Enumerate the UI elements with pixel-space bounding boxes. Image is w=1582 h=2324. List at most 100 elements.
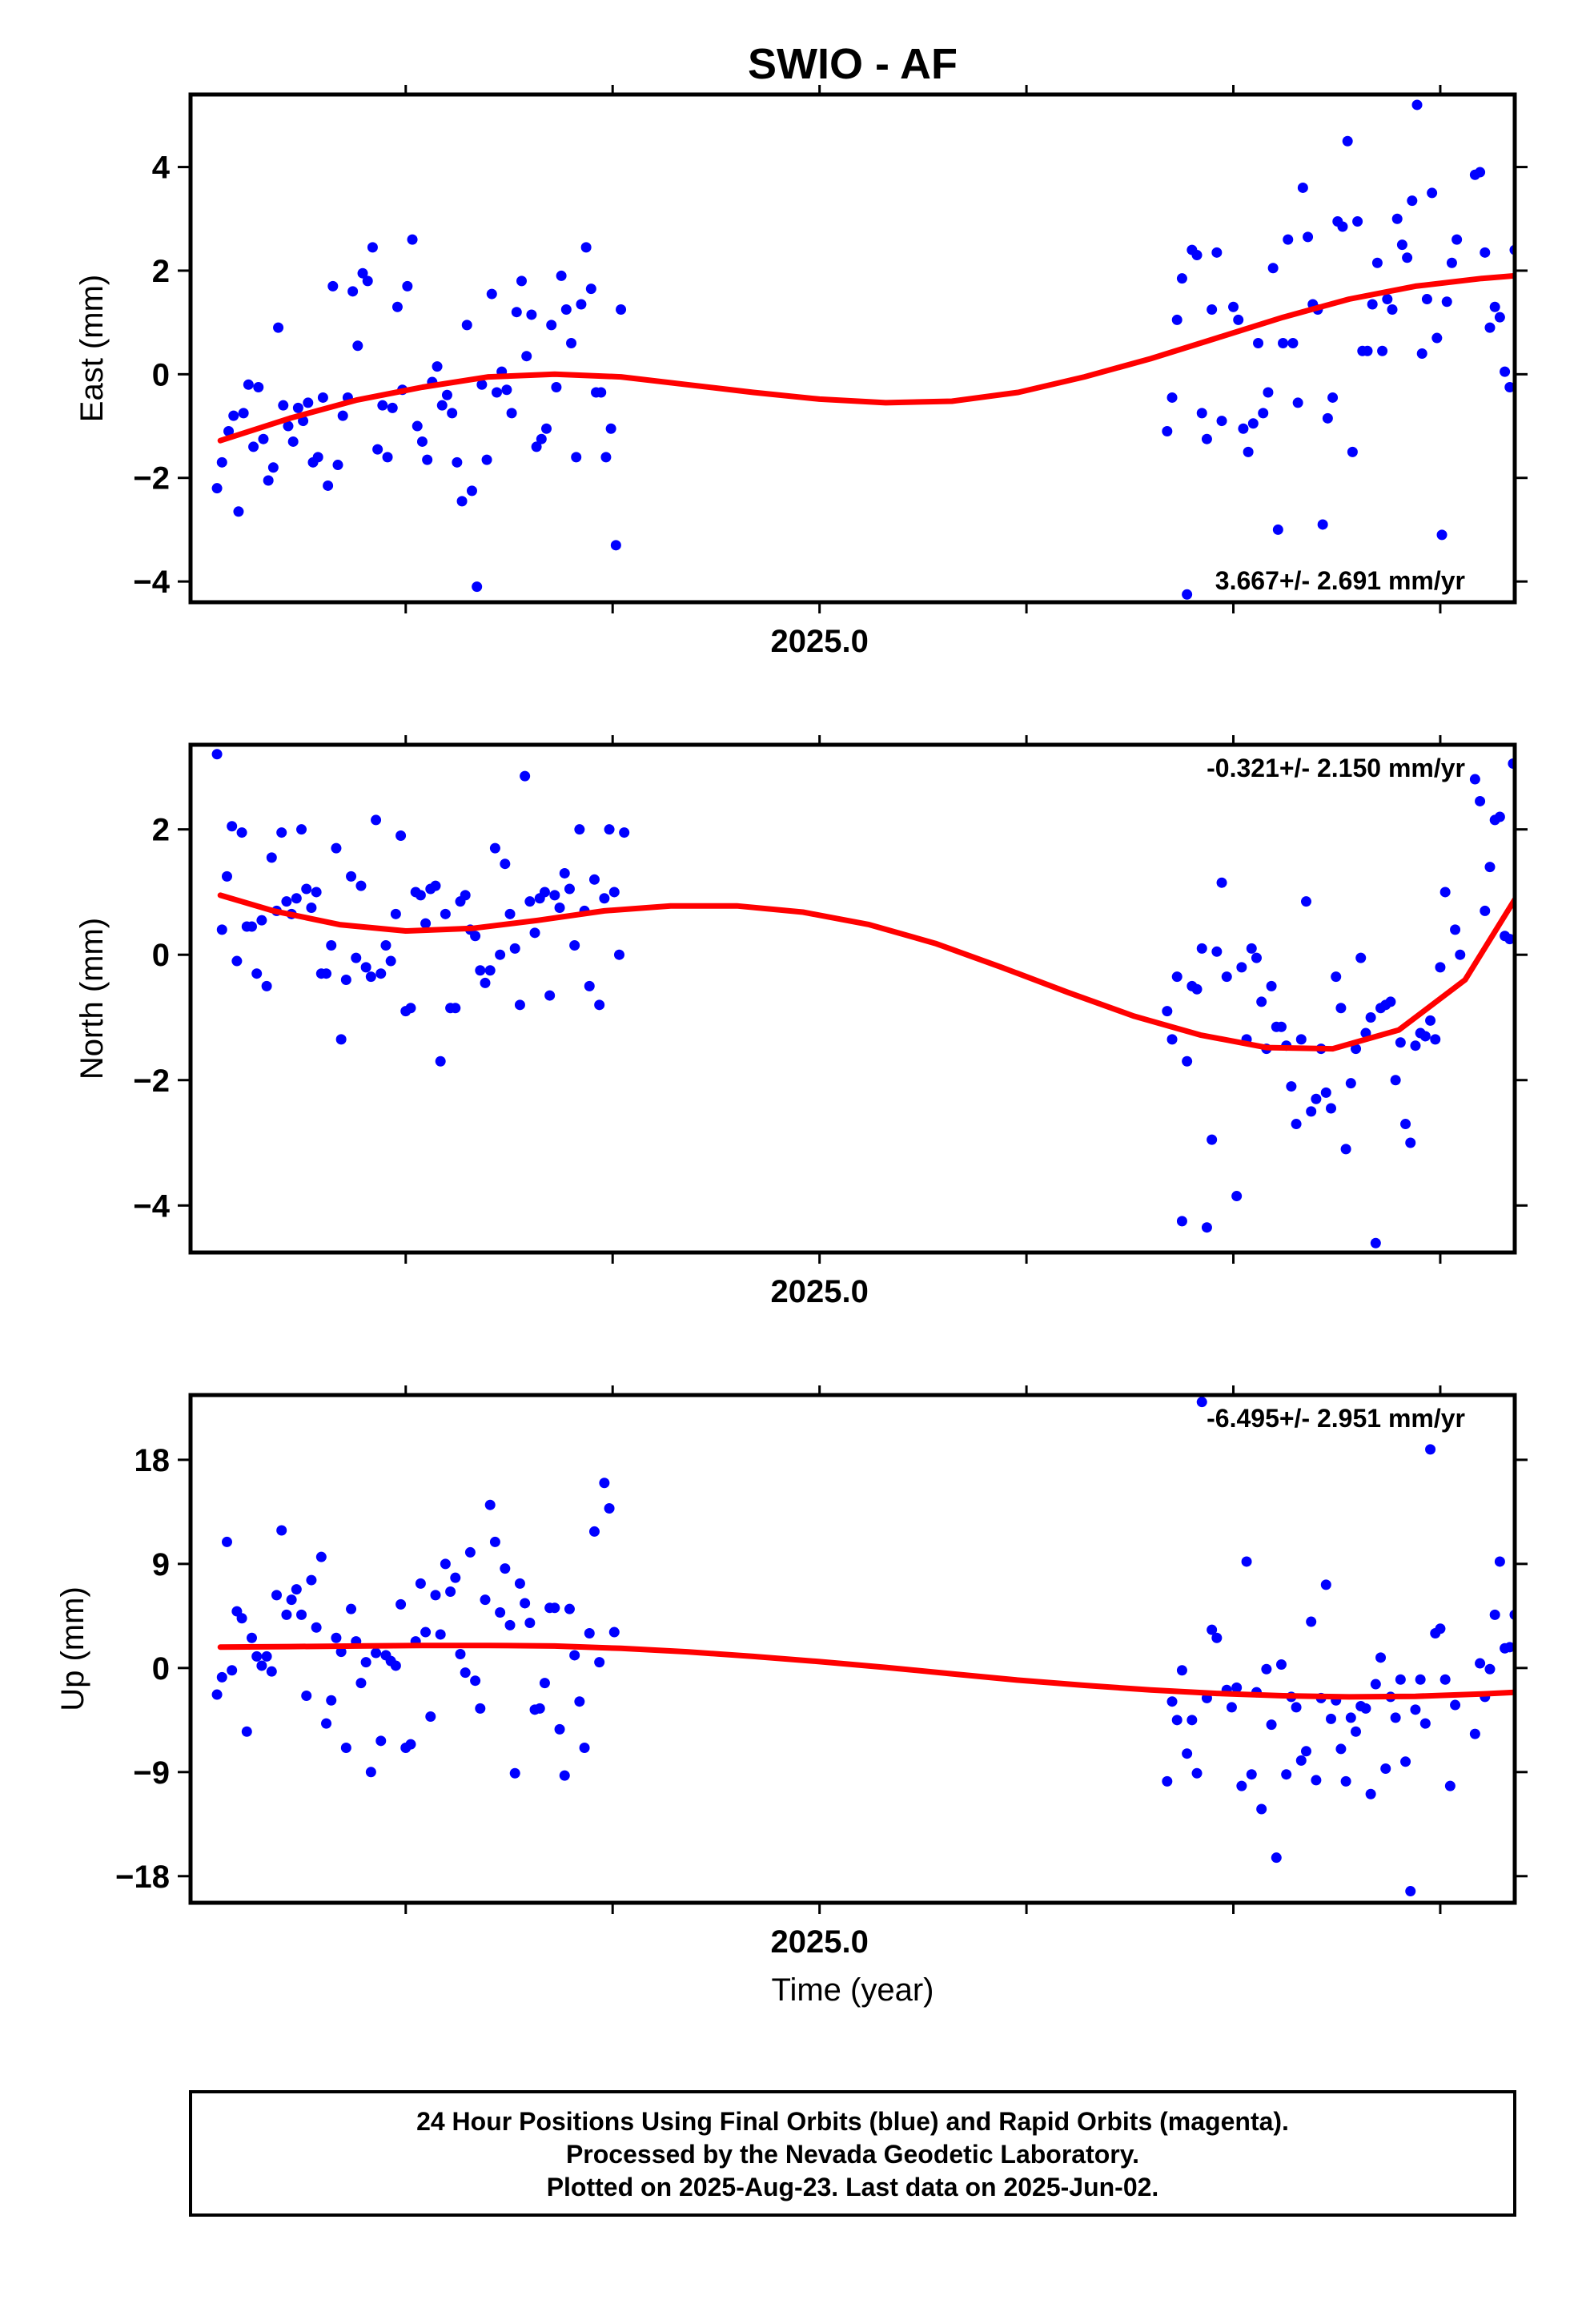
east-y-tick-label-0: −4 bbox=[133, 565, 170, 600]
east-point-84 bbox=[1171, 314, 1182, 325]
up-point-1 bbox=[216, 1671, 227, 1683]
east-point-54 bbox=[481, 454, 492, 465]
east-point-143 bbox=[1484, 322, 1496, 333]
up-point-39 bbox=[405, 1739, 416, 1750]
east-point-36 bbox=[391, 301, 403, 312]
north-point-105 bbox=[1275, 1021, 1287, 1032]
east-point-99 bbox=[1253, 338, 1264, 349]
east-point-4 bbox=[233, 506, 244, 517]
north-point-130 bbox=[1400, 1119, 1411, 1130]
north-point-27 bbox=[346, 870, 357, 882]
up-point-16 bbox=[291, 1584, 302, 1595]
north-point-67 bbox=[544, 990, 556, 1001]
up-point-88 bbox=[1196, 1397, 1207, 1408]
up-point-5 bbox=[236, 1613, 247, 1624]
north-point-56 bbox=[489, 842, 500, 854]
north-point-1 bbox=[216, 924, 227, 935]
north-point-58 bbox=[500, 858, 511, 870]
north-y-tick-label-0: −4 bbox=[133, 1188, 170, 1224]
footer-box bbox=[189, 2090, 1516, 2217]
up-point-65 bbox=[534, 1703, 545, 1714]
north-point-119 bbox=[1345, 1078, 1356, 1089]
up-point-9 bbox=[256, 1660, 267, 1671]
east-point-94 bbox=[1228, 301, 1239, 312]
east-point-12 bbox=[273, 322, 284, 333]
up-point-26 bbox=[340, 1742, 351, 1753]
east-y-tick-label-2: 0 bbox=[152, 357, 170, 392]
east-point-53 bbox=[476, 379, 488, 390]
north-point-92 bbox=[1207, 1134, 1218, 1145]
north-point-48 bbox=[450, 1003, 461, 1014]
east-point-9 bbox=[258, 433, 269, 444]
east-point-15 bbox=[287, 436, 299, 447]
north-point-37 bbox=[396, 830, 407, 841]
up-point-60 bbox=[509, 1767, 520, 1779]
up-point-118 bbox=[1351, 1726, 1362, 1737]
north-y-tick-label-2: 0 bbox=[152, 938, 170, 973]
up-point-0 bbox=[211, 1689, 223, 1700]
east-point-1 bbox=[216, 456, 227, 468]
north-point-0 bbox=[211, 749, 223, 760]
north-rate-label: -0.321+/- 2.150 mm/yr bbox=[1207, 754, 1465, 782]
north-point-11 bbox=[266, 852, 277, 863]
east-point-45 bbox=[436, 400, 448, 411]
north-point-127 bbox=[1385, 996, 1396, 1007]
up-point-143 bbox=[1489, 1609, 1500, 1620]
east-point-55 bbox=[486, 288, 497, 300]
east-point-52 bbox=[472, 581, 483, 593]
up-point-23 bbox=[326, 1695, 337, 1706]
north-point-121 bbox=[1355, 952, 1367, 963]
east-point-72 bbox=[571, 452, 582, 463]
north-point-117 bbox=[1335, 1003, 1347, 1014]
north-point-35 bbox=[385, 955, 396, 967]
east-points bbox=[211, 99, 1515, 600]
east-point-134 bbox=[1427, 187, 1438, 199]
up-point-47 bbox=[445, 1586, 456, 1598]
up-point-2 bbox=[221, 1536, 232, 1547]
east-point-85 bbox=[1176, 273, 1187, 284]
east-point-38 bbox=[402, 280, 413, 292]
east-point-127 bbox=[1391, 213, 1403, 224]
east-point-28 bbox=[352, 340, 363, 352]
north-point-87 bbox=[1182, 1055, 1193, 1067]
up-point-122 bbox=[1370, 1679, 1381, 1690]
up-point-76 bbox=[588, 1526, 600, 1537]
north-point-75 bbox=[584, 980, 595, 991]
up-point-140 bbox=[1475, 1658, 1486, 1669]
east-point-103 bbox=[1272, 524, 1283, 535]
east-point-42 bbox=[422, 454, 433, 465]
up-point-24 bbox=[331, 1632, 342, 1643]
up-point-48 bbox=[450, 1572, 461, 1583]
east-point-34 bbox=[382, 452, 393, 463]
east-point-30 bbox=[362, 275, 373, 287]
up-y-tick-label-4: 18 bbox=[135, 1443, 171, 1478]
up-y-axis-label: Up (mm) bbox=[55, 1586, 90, 1711]
up-point-97 bbox=[1246, 1769, 1257, 1780]
up-point-63 bbox=[524, 1618, 536, 1629]
north-point-50 bbox=[460, 890, 471, 901]
north-point-89 bbox=[1191, 983, 1203, 995]
east-x-tick-label-0: 2025.0 bbox=[770, 624, 868, 659]
east-point-48 bbox=[452, 456, 463, 468]
up-point-79 bbox=[604, 1503, 615, 1514]
east-point-81 bbox=[616, 304, 627, 315]
north-point-63 bbox=[524, 896, 536, 907]
east-point-83 bbox=[1166, 392, 1178, 403]
east-point-35 bbox=[387, 402, 398, 413]
up-point-115 bbox=[1335, 1743, 1347, 1755]
up-point-51 bbox=[464, 1546, 476, 1558]
up-point-96 bbox=[1241, 1556, 1252, 1567]
up-y-tick-label-1: −9 bbox=[133, 1755, 170, 1791]
north-y-tick-label-1: −2 bbox=[133, 1063, 170, 1099]
north-point-28 bbox=[351, 952, 362, 963]
up-point-93 bbox=[1226, 1702, 1237, 1713]
north-point-55 bbox=[484, 965, 496, 976]
up-point-112 bbox=[1320, 1579, 1331, 1590]
north-point-90 bbox=[1196, 943, 1207, 954]
north-point-143 bbox=[1480, 905, 1491, 916]
north-point-4 bbox=[231, 955, 243, 967]
north-point-53 bbox=[475, 965, 486, 976]
up-point-55 bbox=[484, 1499, 496, 1510]
north-point-128 bbox=[1390, 1075, 1401, 1086]
